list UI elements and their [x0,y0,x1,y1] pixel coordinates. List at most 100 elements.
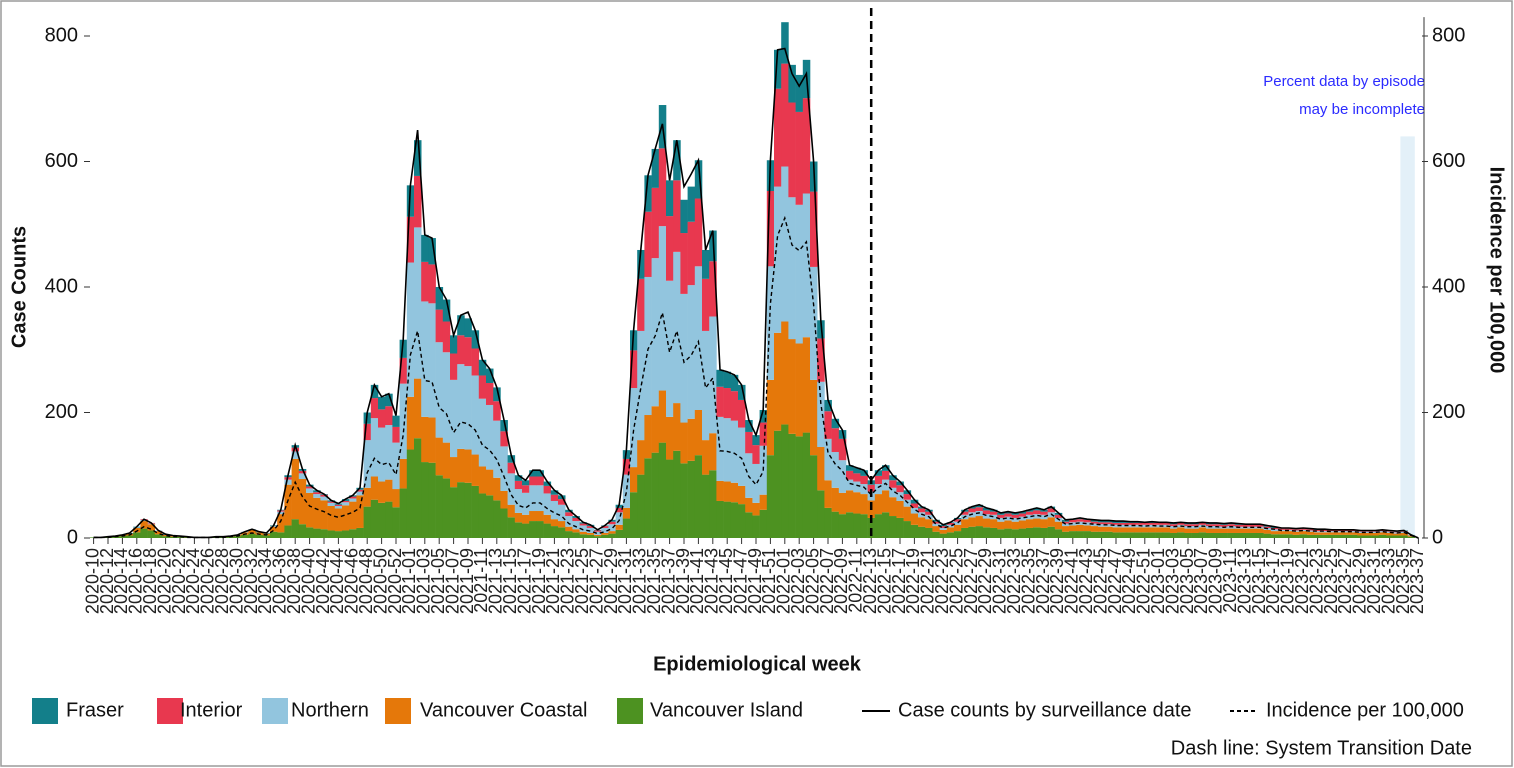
line [93,47,1419,539]
bar-segment [1076,521,1084,525]
bar-segment [435,475,444,538]
bar-segment [910,503,919,508]
bar-segment [601,527,609,533]
bar-segment [817,447,825,491]
bar-segment [637,440,645,475]
bar-segment [666,180,674,217]
x-tick-label: 2023-25 [1321,548,1341,614]
bar-segment [1105,522,1113,525]
bar-segment [1292,534,1300,538]
bar-segment [428,417,436,463]
x-tick-label: 2020-52 [385,548,405,614]
bar-segment [709,470,717,538]
legend-swatch [262,698,288,724]
bar-segment [349,501,357,530]
bar-segment [1040,511,1048,515]
bar-segment [1357,531,1365,533]
bar-segment [932,526,940,532]
bar-segment [399,488,408,538]
bar-segment [1112,522,1120,525]
x-tick-label: 2020-28 [212,548,232,614]
bar-segment [1278,528,1286,530]
bar-segment [1090,519,1099,522]
bar-segment [406,185,415,217]
bar-segment [579,531,588,535]
bar-segment [925,519,933,528]
bar-segment [1198,527,1207,533]
bar-segment [493,420,501,478]
bar-segment [896,517,904,538]
bar-segment [651,258,660,407]
bar-segment [442,442,451,479]
x-tick-label: 2022-23 [932,548,952,614]
x-tick-label: 2021-05 [428,548,448,614]
bar-segment [1105,524,1113,527]
bar-segment [997,529,1005,538]
bar-segment [781,166,789,322]
bar-segment [565,516,573,527]
bar-segment [709,433,717,471]
bar-segment [1292,531,1300,535]
y2-tick-label: 200 [1432,401,1465,423]
x-tick-label: 2023-17 [1263,548,1283,614]
x-tick-label: 2023-11 [1220,548,1240,613]
bar-segment [680,293,688,423]
bar-segment [1234,528,1243,533]
bar-segment [1054,514,1063,518]
bar-segment [356,527,364,538]
bar-segment [522,523,530,538]
x-tick-label: 2021-21 [543,548,563,614]
x-tick-label: 2021-13 [486,548,506,614]
bar-segment [133,532,141,538]
bar-segment [1177,527,1185,533]
bar-segment [118,536,127,538]
bar-segment [471,330,480,349]
bar-segment [140,521,148,529]
bar-segment [1148,522,1156,525]
bar-segment [1004,520,1012,529]
bar-segment [982,527,991,538]
bar-segment [694,455,703,538]
bar-segment [1105,526,1113,532]
bar-segment [1256,532,1264,538]
bar-segment [1407,536,1416,538]
bar-segment [414,378,422,439]
bar-segment [378,396,386,410]
legend-label: Fraser [66,699,124,721]
bar-segment [1350,534,1358,538]
x-tick-label: 2021-23 [558,548,578,614]
bar-segment [1364,531,1372,533]
bar-segment [622,507,631,519]
bar-segment [1357,531,1365,532]
bar-segment [486,469,494,496]
bar-segment [738,485,746,505]
bar-segment [651,148,660,188]
bar-segment [370,499,379,538]
bar-segment [601,534,609,538]
bar-segment [795,204,804,344]
bar-segment [536,485,544,512]
x-tick-label: 2020-12 [97,548,117,614]
bar-segment [1155,527,1164,533]
bar-segment [1134,524,1142,528]
bar-segment [586,527,595,533]
bar-segment [529,511,537,522]
bar-segment [514,522,523,538]
bar-segment [1234,524,1243,527]
bar-segment [1249,528,1257,533]
bar-segment [615,507,624,513]
bar-segment [795,343,804,437]
bar-segment [997,521,1005,530]
bar-segment [1098,524,1106,527]
bar-segment [1155,522,1164,525]
bar-segment [723,418,732,482]
bar-segment [572,529,580,533]
bar-segment [1299,528,1308,530]
x-tick-label: 2022-07 [817,548,837,614]
y2-tick-label: 0 [1432,526,1443,548]
x-tick-label: 2023-01 [1148,548,1168,614]
bar-segment [1018,520,1027,529]
x-axis-title: Epidemiological week [653,653,862,675]
bar-segment [522,485,530,493]
x-tick-label: 2023-35 [1393,548,1413,614]
